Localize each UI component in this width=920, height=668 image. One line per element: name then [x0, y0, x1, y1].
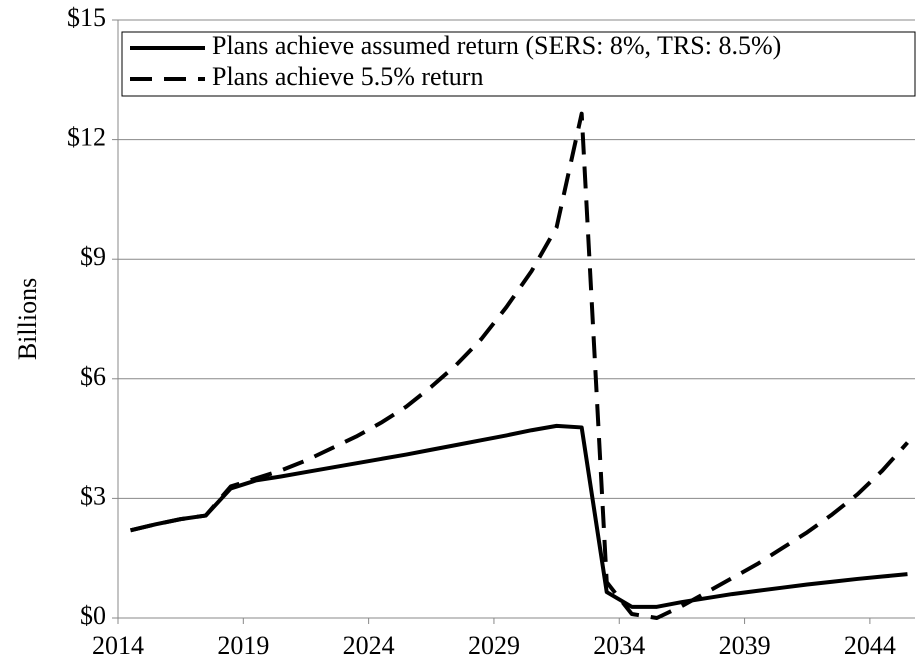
x-tick-label: 2024: [343, 631, 395, 660]
x-tick-label: 2019: [217, 631, 269, 660]
legend-label: Plans achieve assumed return (SERS: 8%, …: [212, 31, 781, 60]
y-tick-label: $15: [67, 3, 106, 32]
legend-label: Plans achieve 5.5% return: [212, 62, 483, 91]
x-tick-label: 2034: [593, 631, 645, 660]
y-tick-label: $3: [80, 481, 106, 510]
y-axis-label: Billions: [13, 278, 42, 360]
series-line: [130, 111, 909, 620]
x-tick-label: 2044: [844, 631, 896, 660]
series-line: [130, 423, 908, 609]
y-tick-label: $6: [80, 362, 106, 391]
y-tick-label: $9: [80, 242, 106, 271]
x-tick-label: 2014: [92, 631, 144, 660]
legend-box: [121, 31, 916, 97]
x-tick-label: 2029: [468, 631, 520, 660]
y-tick-label: $12: [67, 123, 106, 152]
y-tick-label: $0: [80, 601, 106, 630]
x-tick-label: 2039: [719, 631, 771, 660]
